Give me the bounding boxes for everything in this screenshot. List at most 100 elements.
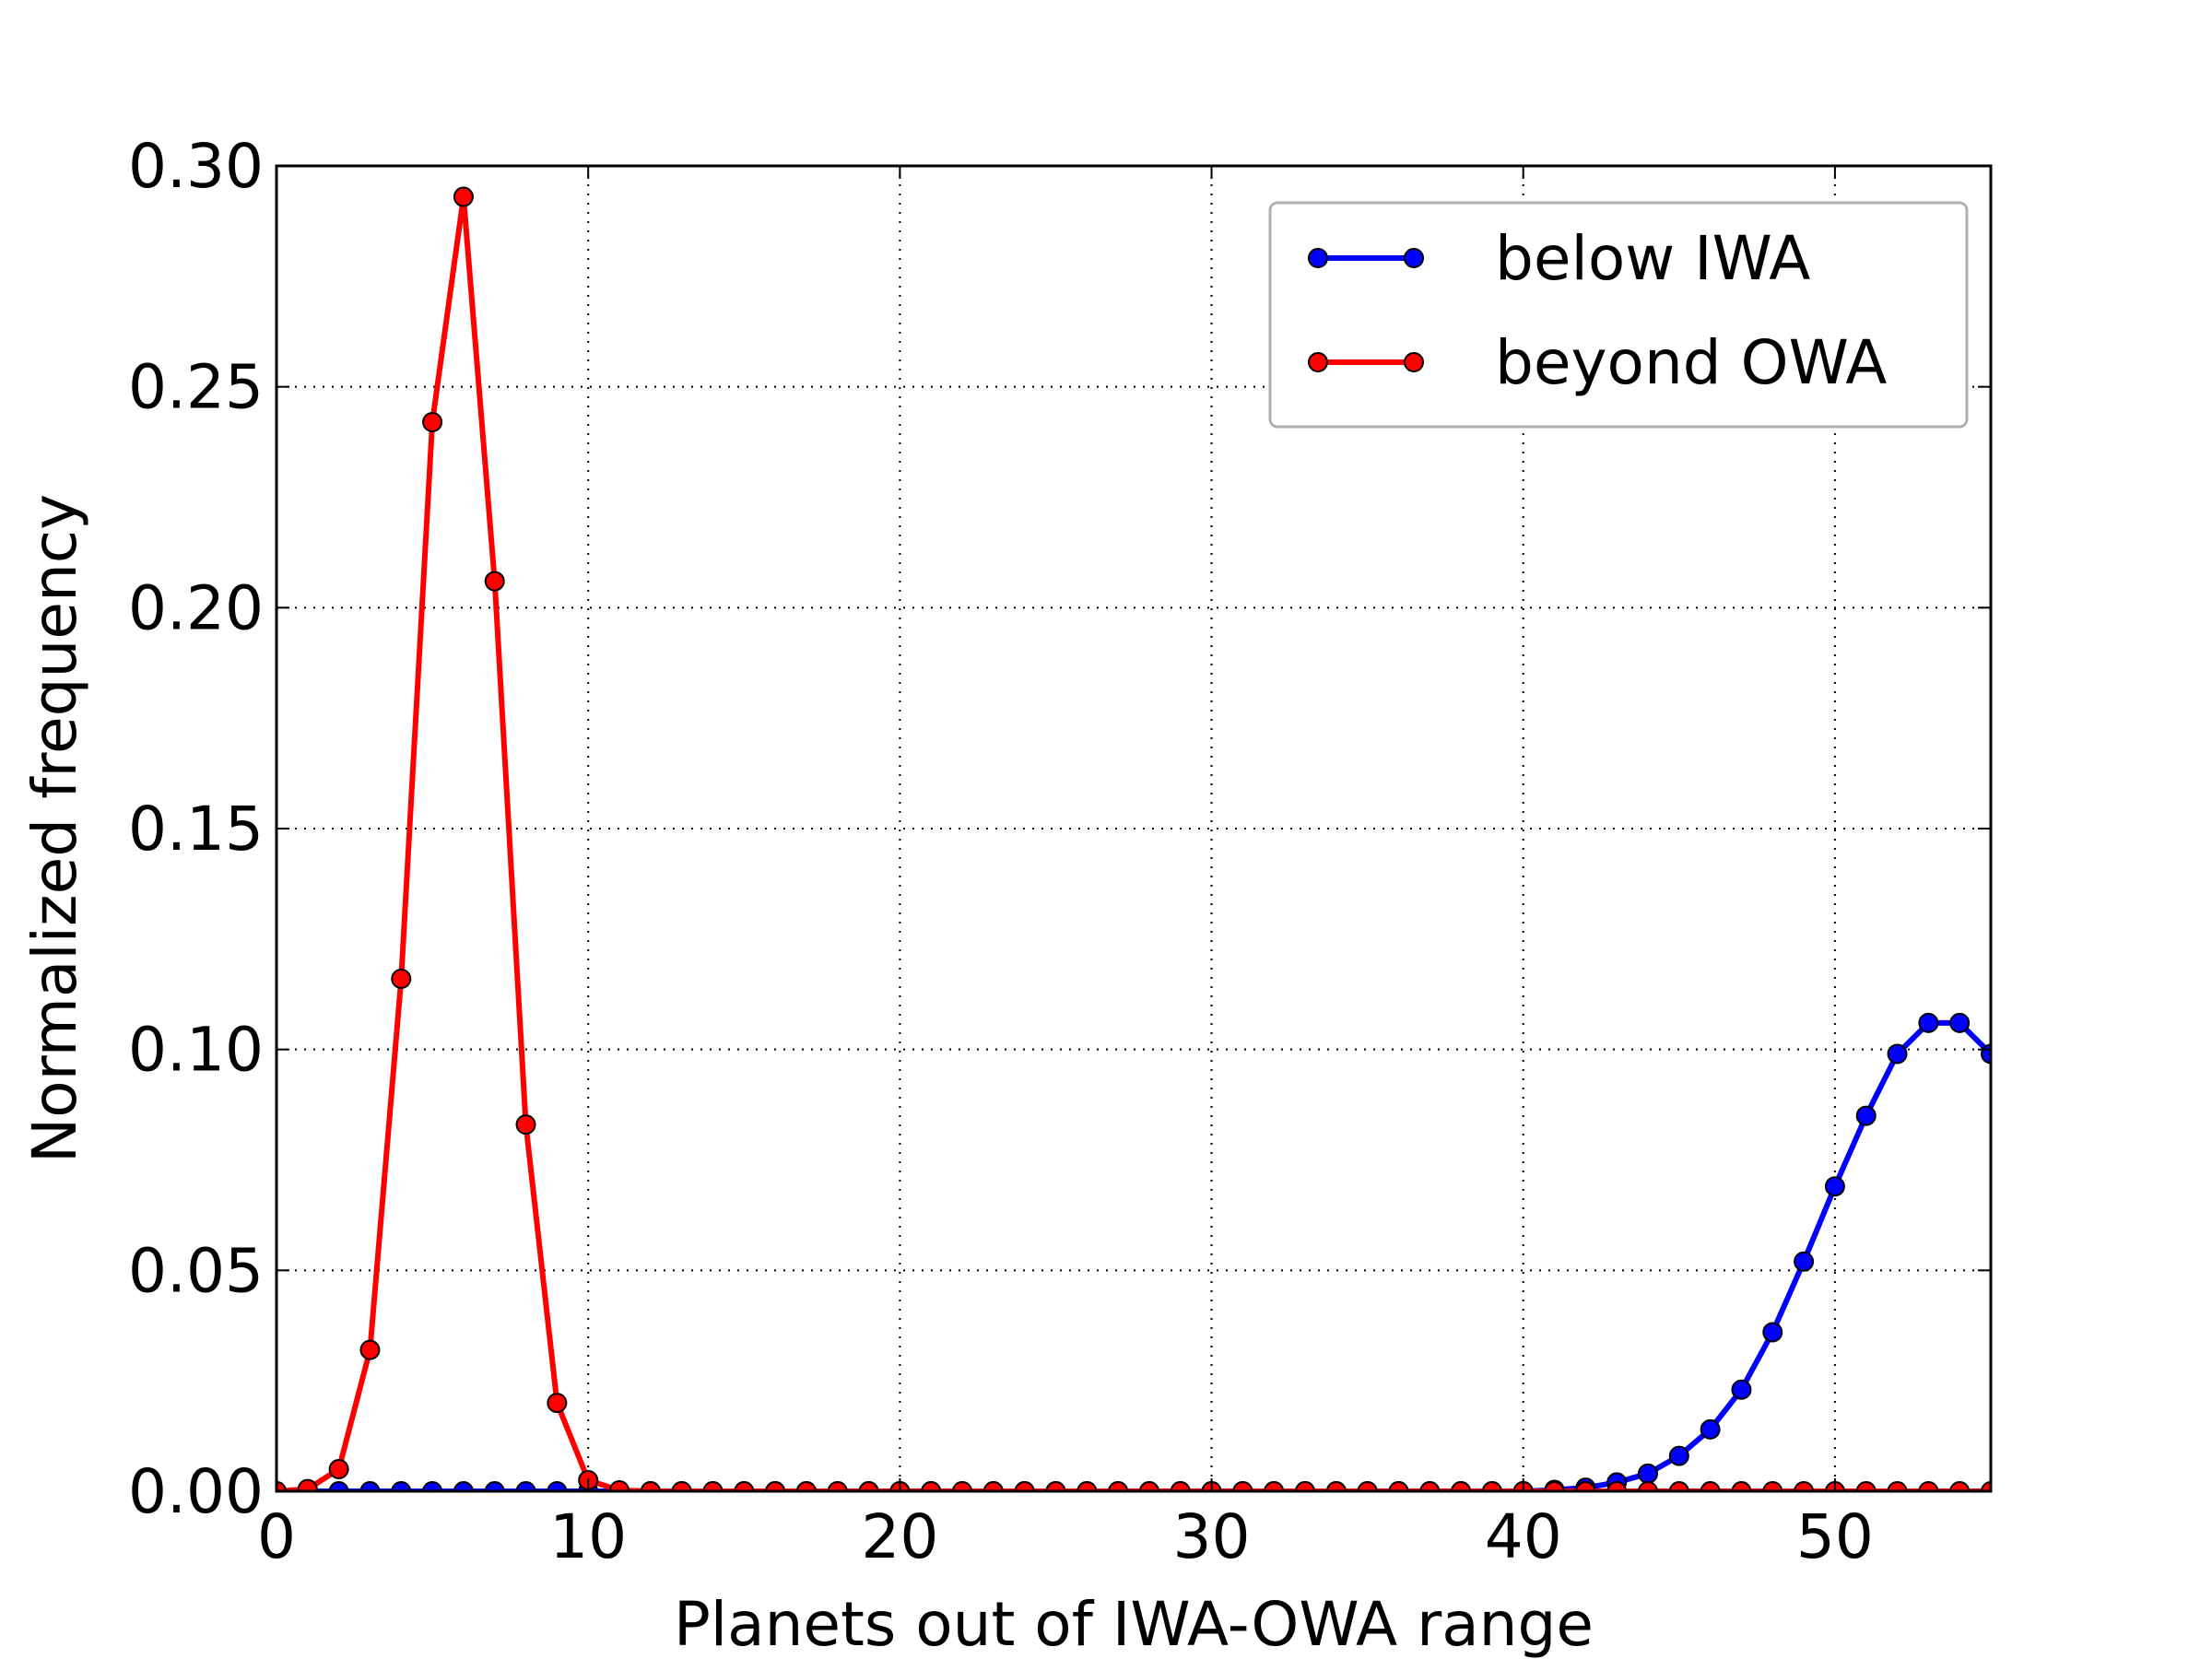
data-point xyxy=(1232,1481,1253,1491)
data-point xyxy=(765,1481,786,1491)
data-point xyxy=(982,1481,1004,1491)
legend-marker xyxy=(1308,248,1328,268)
data-point xyxy=(391,1481,412,1491)
data-point xyxy=(359,1339,381,1360)
series-beyond-owa xyxy=(276,186,1991,1491)
legend-box xyxy=(1268,201,1969,429)
legend-item: below IWA xyxy=(1308,223,1810,294)
series-below-iwa xyxy=(276,1012,1991,1491)
data-point xyxy=(734,1481,755,1491)
data-point xyxy=(484,1481,505,1491)
data-point xyxy=(1481,1481,1502,1491)
data-point xyxy=(1918,1481,1939,1491)
grid xyxy=(276,166,1991,1491)
data-point xyxy=(547,1393,568,1414)
legend-marker xyxy=(1308,352,1328,372)
data-point xyxy=(1170,1481,1191,1491)
data-point xyxy=(1419,1481,1441,1491)
ticks: 0 10 20 30 40 50 0.00 0.05 0.10 0.15 0.20 0.25 0.30 xyxy=(128,131,1991,1572)
plot-series-area xyxy=(276,186,1991,1491)
data-point xyxy=(827,1481,848,1491)
legend-marker xyxy=(1404,248,1424,268)
data-point xyxy=(952,1481,972,1491)
data-point xyxy=(795,1481,817,1491)
data-point xyxy=(1731,1379,1752,1400)
data-point xyxy=(1638,1463,1658,1484)
series-line xyxy=(276,1019,1991,1491)
data-point xyxy=(1544,1481,1565,1491)
data-point xyxy=(1887,1481,1908,1491)
x-tick-label: 0 xyxy=(257,1501,296,1572)
data-point xyxy=(1949,1012,1971,1033)
data-point xyxy=(1045,1481,1066,1491)
data-point xyxy=(515,1114,536,1135)
data-point xyxy=(297,1478,318,1491)
y-tick-label: 0.20 xyxy=(128,572,264,643)
data-point xyxy=(1855,1481,1877,1491)
data-point xyxy=(921,1481,942,1491)
data-point xyxy=(640,1481,661,1491)
data-point xyxy=(1668,1481,1689,1491)
data-point xyxy=(1731,1481,1752,1491)
x-tick-label: 30 xyxy=(1173,1501,1251,1572)
data-point xyxy=(1918,1012,1939,1033)
data-point xyxy=(1700,1481,1721,1491)
x-tick-label: 50 xyxy=(1796,1501,1874,1572)
legend: below IWA beyond OWA xyxy=(1268,201,1969,429)
y-tick-label: 0.15 xyxy=(128,794,264,865)
x-axis-label: Planets out of IWA-OWA range xyxy=(674,1589,1594,1659)
data-point xyxy=(1295,1481,1315,1491)
y-tick-label: 0.30 xyxy=(128,131,264,202)
data-point xyxy=(1887,1043,1908,1065)
data-point xyxy=(671,1481,692,1491)
data-point xyxy=(515,1481,536,1491)
y-tick-label: 0.05 xyxy=(128,1235,264,1306)
data-point xyxy=(1388,1481,1409,1491)
y-tick-label: 0.10 xyxy=(128,1015,264,1086)
data-point xyxy=(1357,1481,1378,1491)
legend-label: below IWA xyxy=(1495,223,1810,294)
data-point xyxy=(422,412,443,433)
data-point xyxy=(1606,1481,1628,1491)
data-point xyxy=(702,1481,724,1491)
data-point xyxy=(328,1481,349,1491)
data-point xyxy=(1108,1481,1129,1491)
data-point xyxy=(1762,1481,1783,1491)
data-point xyxy=(1668,1445,1689,1466)
data-point xyxy=(453,186,474,207)
x-tick-label: 20 xyxy=(861,1501,938,1572)
data-point xyxy=(1638,1481,1658,1491)
x-tick-label: 10 xyxy=(549,1501,627,1572)
data-point xyxy=(1077,1481,1098,1491)
data-point xyxy=(1762,1322,1783,1343)
legend-marker xyxy=(1404,352,1424,372)
legend-label: beyond OWA xyxy=(1495,327,1887,398)
data-point xyxy=(359,1481,381,1491)
data-point xyxy=(1981,1481,1991,1491)
y-tick-label: 0.25 xyxy=(128,352,264,423)
data-point xyxy=(422,1481,443,1491)
data-point xyxy=(547,1481,568,1491)
data-point xyxy=(453,1481,474,1491)
data-point xyxy=(1794,1481,1815,1491)
data-point xyxy=(1451,1481,1472,1491)
data-point xyxy=(484,571,505,592)
data-point xyxy=(858,1481,879,1491)
x-tick-label: 40 xyxy=(1485,1501,1562,1572)
data-point xyxy=(1949,1481,1971,1491)
y-axis-label: Normalized frequency xyxy=(19,494,90,1163)
data-point xyxy=(1794,1251,1815,1272)
data-point xyxy=(1325,1481,1347,1491)
data-point xyxy=(276,1481,287,1491)
y-tick-label: 0.00 xyxy=(128,1456,264,1527)
series-line xyxy=(276,194,1991,1491)
data-point xyxy=(1014,1481,1035,1491)
data-point xyxy=(1824,1176,1845,1197)
legend-item: beyond OWA xyxy=(1308,327,1887,398)
data-point xyxy=(391,968,412,989)
data-point xyxy=(1138,1481,1159,1491)
data-point xyxy=(1700,1418,1721,1440)
data-point xyxy=(1855,1105,1877,1126)
data-point xyxy=(1264,1481,1285,1491)
